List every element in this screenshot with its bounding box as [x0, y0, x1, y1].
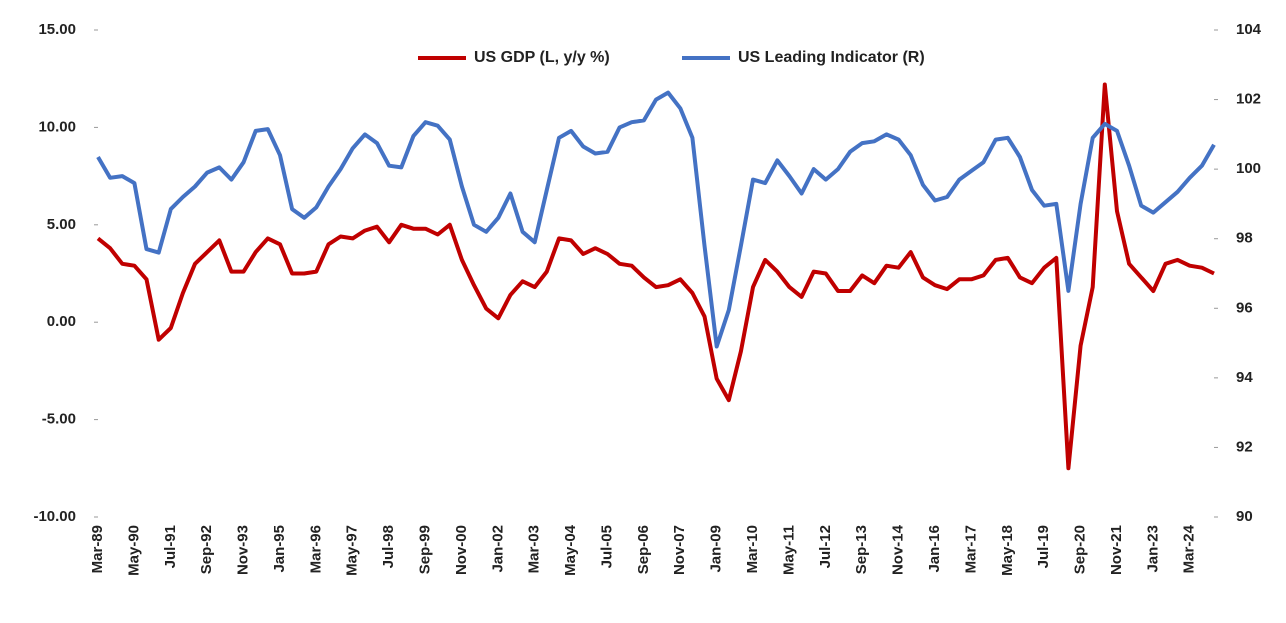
y2-tick-label: 90 [1236, 508, 1253, 525]
x-tick-label: Nov-07 [671, 525, 688, 575]
x-tick-label: Sep-20 [1072, 525, 1089, 574]
y-tick-label: 15.00 [38, 21, 76, 38]
x-tick-label: May-04 [562, 524, 579, 576]
x-tick-label: Jan-02 [489, 525, 506, 573]
y2-tick-label: 100 [1236, 160, 1261, 177]
y-tick-label: 10.00 [38, 118, 76, 135]
x-tick-label: Jul-19 [1035, 525, 1052, 568]
x-tick-label: Nov-93 [235, 525, 252, 575]
y2-tick-label: 92 [1236, 438, 1253, 455]
y2-tick-label: 104 [1236, 21, 1262, 38]
y2-tick-label: 96 [1236, 299, 1253, 316]
series-line [96, 90, 1216, 349]
x-tick-label: Nov-00 [453, 525, 470, 575]
y2-tick-label: 98 [1236, 230, 1253, 247]
y-tick-label: -5.00 [42, 411, 76, 428]
y-tick-label: 0.00 [47, 313, 76, 330]
x-tick-label: Mar-17 [962, 525, 979, 573]
x-tick-label: Jan-95 [271, 525, 288, 573]
x-tick-label: May-11 [780, 525, 797, 575]
x-tick-label: May-97 [344, 525, 361, 576]
x-tick-label: Jan-23 [1144, 525, 1161, 573]
x-tick-label: Nov-14 [890, 524, 907, 575]
x-tick-label: May-18 [999, 525, 1016, 576]
y2-tick-label: 102 [1236, 91, 1261, 108]
x-tick-label: Jul-91 [162, 525, 179, 568]
legend-label: US Leading Indicator (R) [738, 49, 925, 66]
y2-tick-label: 94 [1236, 369, 1253, 386]
x-tick-label: Sep-06 [635, 525, 652, 574]
series-line [96, 82, 1215, 471]
legend: US GDP (L, y/y %) US Leading Indicator (R… [418, 49, 925, 66]
legend-label: US GDP (L, y/y %) [474, 49, 610, 66]
x-tick-label: Nov-21 [1108, 525, 1125, 575]
x-tick-label: Jan-09 [708, 525, 725, 573]
x-tick-label: Sep-92 [198, 525, 215, 574]
x-tick-label: Jul-98 [380, 525, 397, 568]
x-tick-label: Sep-99 [416, 525, 433, 574]
x-tick-label: Jan-16 [926, 525, 943, 573]
y-tick-label: 5.00 [47, 216, 76, 233]
x-tick-label: Mar-24 [1181, 524, 1198, 573]
x-tick-label: Jul-12 [817, 525, 834, 568]
x-tick-label: Sep-13 [853, 525, 870, 574]
x-tick-label: Jul-05 [598, 525, 615, 568]
x-tick-label: Mar-89 [89, 525, 106, 573]
x-tick-label: May-90 [125, 525, 142, 576]
y-tick-label: -10.00 [33, 508, 76, 525]
x-tick-label: Mar-03 [526, 525, 543, 573]
x-tick-label: Mar-10 [744, 525, 761, 573]
x-tick-label: Mar-96 [307, 525, 324, 573]
